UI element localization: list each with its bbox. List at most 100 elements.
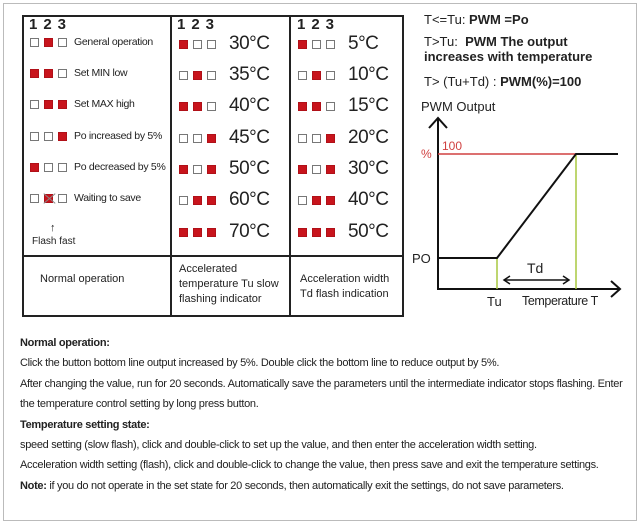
led-on-icon <box>207 164 216 174</box>
po-label: PO <box>412 251 431 266</box>
indicator-label: Waiting to save <box>74 192 141 204</box>
tu-label: Tu <box>487 294 502 309</box>
normal-operation-caption: Normal operation <box>40 273 125 285</box>
indicator-label: Set MIN low <box>74 67 128 79</box>
formula-condition: T>Tu: <box>424 34 466 49</box>
led-on-icon <box>207 195 216 205</box>
led-off-icon <box>179 133 188 143</box>
led-off-icon <box>207 101 216 111</box>
formula-value-line2: increases with temperature <box>424 49 593 64</box>
indicator-row: 50°C <box>179 158 270 180</box>
led-off-icon <box>193 164 202 174</box>
indicator-label: 15°C <box>348 95 389 116</box>
led-on-icon <box>298 164 307 174</box>
y-axis-arrow-icon <box>428 116 448 129</box>
led-off-icon <box>298 70 307 80</box>
td-label: Td <box>527 260 543 276</box>
hundred-label: 100 <box>442 139 462 153</box>
indicator-label: 50°C <box>229 158 270 179</box>
indicator-row: 50°C <box>298 221 389 243</box>
led-on-icon <box>179 101 188 111</box>
indicator-label: 30°C <box>229 33 270 54</box>
led-off-icon <box>207 39 216 49</box>
led-on-icon <box>58 99 67 109</box>
led-on-icon <box>193 101 202 111</box>
led-off-icon <box>58 37 67 47</box>
indicator-row: 30°C <box>179 33 270 55</box>
led-numbers-header: 123 <box>29 16 73 33</box>
arrow-up-icon: ↑ <box>50 222 56 234</box>
led-on-icon <box>30 68 39 78</box>
instruction-paragraph: speed setting (slow flash), click and do… <box>20 439 537 452</box>
led-on-icon <box>179 39 188 49</box>
indicator-row: 20°C <box>298 127 389 149</box>
indicator-label: 45°C <box>229 127 270 148</box>
led-off-icon <box>207 70 216 80</box>
indicator-row: 40°C <box>298 189 389 211</box>
indicator-label: 35°C <box>229 64 270 85</box>
formula-value: PWM(%)=100 <box>500 74 582 89</box>
led-on-icon <box>44 99 53 109</box>
led-on-icon <box>44 37 53 47</box>
indicator-label: 40°C <box>348 189 389 210</box>
led-on-icon <box>179 164 188 174</box>
indicator-row: Waiting to save <box>30 192 141 204</box>
indicator-label: 70°C <box>229 221 270 242</box>
led-off-icon <box>193 39 202 49</box>
led-on-icon <box>326 195 335 205</box>
instruction-paragraph: Click the button bottom line output incr… <box>20 357 500 370</box>
indicator-row: General operation <box>30 36 153 48</box>
led-numbers-header: 123 <box>297 16 341 33</box>
indicator-label: 60°C <box>229 189 270 210</box>
normal-operation-heading: Normal operation: <box>20 337 110 349</box>
led-off-icon <box>30 131 39 141</box>
led-on-icon <box>326 133 335 143</box>
formula-3: T> (Tu+Td) : PWM(%)=100 <box>424 74 581 89</box>
instructions-text: Normal operation: Click the button botto… <box>20 333 630 496</box>
indicator-label: 50°C <box>348 221 389 242</box>
led-off-icon <box>298 195 307 205</box>
td-caption: Acceleration width Td flash indication <box>300 273 390 300</box>
led-on-icon <box>312 101 321 111</box>
td-left-arrow-icon <box>502 275 511 285</box>
pwm-curve <box>438 153 618 259</box>
led-off-icon <box>179 195 188 205</box>
led-numbers-header: 123 <box>177 16 221 33</box>
led-off-icon <box>298 133 307 143</box>
td-right-arrow-icon <box>562 275 571 285</box>
indicator-row: 70°C <box>179 221 270 243</box>
led-on-icon <box>193 227 202 237</box>
led-off-icon <box>193 133 202 143</box>
y-axis-title: PWM Output <box>421 99 496 114</box>
led-off-icon <box>312 133 321 143</box>
x-axis-arrow-icon <box>610 280 622 298</box>
led-on-icon <box>193 70 202 80</box>
led-on-icon <box>298 227 307 237</box>
indicator-row: 30°C <box>298 158 389 180</box>
led-on-icon <box>207 227 216 237</box>
indicator-label: 5°C <box>348 33 379 54</box>
led-on-icon <box>298 39 307 49</box>
x-axis-title: Temperature T <box>522 294 599 308</box>
led-off-icon <box>30 37 39 47</box>
indicator-row: 60°C <box>179 189 270 211</box>
note-paragraph: Note: if you do not operate in the set s… <box>20 476 630 496</box>
instruction-paragraph: After changing the value, run for 20 sec… <box>20 377 623 411</box>
indicator-row: Set MAX high <box>30 98 135 110</box>
indicator-label: 10°C <box>348 64 389 85</box>
formula-2: T>Tu: PWM The output increases with tempe… <box>424 34 592 64</box>
led-on-icon <box>44 193 53 203</box>
led-off-icon <box>312 164 321 174</box>
indicator-label: Po decreased by 5% <box>74 161 166 173</box>
led-on-icon <box>179 227 188 237</box>
row-divider <box>24 255 402 257</box>
led-on-icon <box>30 162 39 172</box>
indicator-row: 45°C <box>179 127 270 149</box>
column-divider <box>170 17 172 315</box>
led-on-icon <box>298 101 307 111</box>
indicator-label: 30°C <box>348 158 389 179</box>
flash-fast-note: Flash fast <box>32 236 76 247</box>
instruction-paragraph: Acceleration width setting (flash), clic… <box>20 459 599 472</box>
indicator-row: 40°C <box>179 95 270 117</box>
led-off-icon <box>179 70 188 80</box>
